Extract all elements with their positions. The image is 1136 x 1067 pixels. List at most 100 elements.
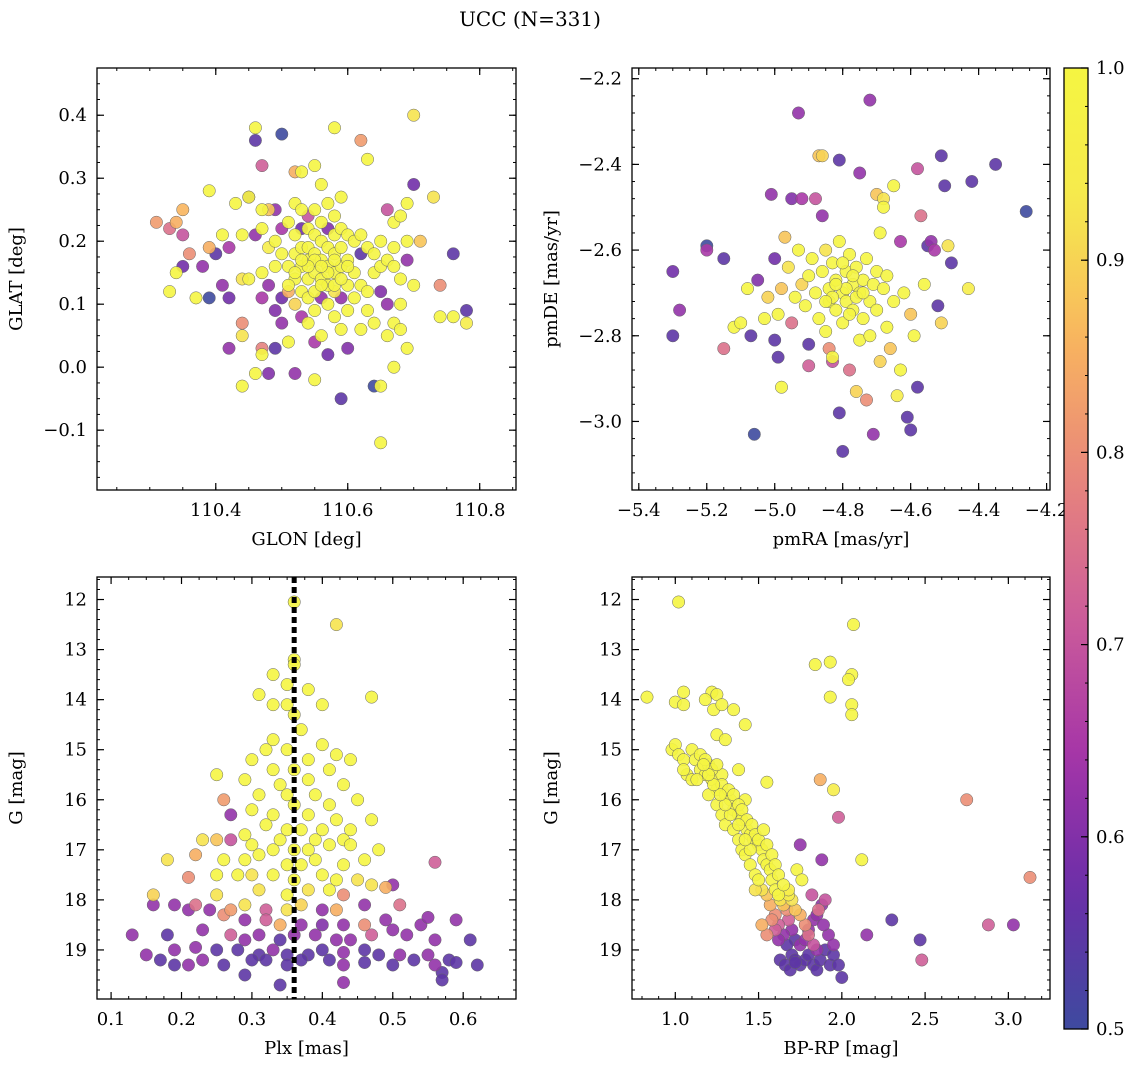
- data-point: [400, 196, 414, 210]
- proper-motion-panel: −5.4 −5.2 −5.0 −4.8 −4.6 −4.4 −4.2 −3.0 −2.8 −2.6…: [541, 67, 1068, 550]
- data-point: [146, 888, 160, 902]
- data-point: [856, 312, 870, 326]
- data-point: [268, 304, 282, 317]
- axes-frame: [96, 576, 517, 1000]
- data-point: [281, 278, 295, 292]
- data-point: [329, 813, 343, 827]
- data-point: [295, 253, 309, 267]
- scatter-points: [640, 595, 1037, 984]
- data-point: [288, 266, 302, 280]
- y-tick-label: −2.2: [578, 69, 622, 90]
- data-point: [435, 973, 449, 987]
- data-point: [224, 903, 238, 917]
- data-point: [252, 928, 266, 942]
- y-tick-label: −2.8: [578, 326, 622, 347]
- x-tick-label: 110.6: [322, 500, 374, 521]
- data-point: [245, 953, 259, 967]
- y-tick-label: 15: [599, 740, 622, 761]
- x-tick-label: 0.6: [449, 1009, 478, 1030]
- data-point: [938, 179, 952, 193]
- data-point: [334, 272, 348, 286]
- data-point: [328, 209, 341, 223]
- data-point: [315, 943, 329, 957]
- data-point: [367, 247, 381, 261]
- data-point: [235, 316, 249, 330]
- data-point: [354, 322, 368, 336]
- data-point: [280, 888, 294, 902]
- data-point: [374, 436, 388, 450]
- data-point: [394, 272, 407, 286]
- data-point: [238, 853, 252, 867]
- x-tick-label: 2.0: [828, 1009, 857, 1030]
- data-point: [328, 121, 341, 135]
- data-point: [732, 818, 746, 832]
- data-point: [380, 329, 394, 343]
- data-point: [829, 277, 843, 291]
- data-point: [222, 241, 236, 254]
- data-point: [778, 230, 792, 244]
- data-point: [812, 903, 825, 917]
- data-point: [341, 341, 355, 355]
- data-point: [836, 256, 850, 270]
- data-point: [266, 943, 280, 957]
- data-point: [873, 226, 887, 240]
- data-point: [321, 348, 335, 362]
- data-point: [255, 348, 269, 362]
- data-point: [322, 838, 336, 852]
- data-point: [262, 278, 276, 292]
- data-point: [734, 316, 748, 330]
- data-point: [315, 698, 329, 712]
- data-point: [741, 282, 754, 296]
- data-point: [860, 252, 873, 266]
- data-point: [785, 316, 799, 330]
- data-point: [460, 304, 473, 317]
- data-point: [808, 658, 822, 672]
- data-point: [280, 698, 294, 712]
- colorbar-tick-label: 0.9: [1096, 250, 1125, 271]
- data-point: [367, 316, 381, 330]
- data-point: [890, 389, 904, 403]
- y-tick-label: −3.0: [578, 411, 622, 432]
- y-tick-label: 0.3: [58, 168, 87, 189]
- data-point: [308, 928, 322, 942]
- data-point: [393, 948, 407, 962]
- data-point: [365, 690, 379, 704]
- data-point: [407, 278, 421, 292]
- x-tick-label: 0.3: [238, 1009, 267, 1030]
- data-point: [337, 888, 350, 902]
- data-point: [266, 868, 280, 882]
- y-tick-label: −2.6: [578, 240, 622, 261]
- data-point: [344, 753, 357, 767]
- data-point: [413, 234, 427, 248]
- data-point: [275, 247, 289, 261]
- data-point: [273, 978, 287, 992]
- scatter-points: [666, 93, 1033, 458]
- data-point: [421, 948, 435, 962]
- data-point: [329, 618, 343, 632]
- data-point: [314, 178, 328, 191]
- data-point: [761, 290, 775, 304]
- data-point: [863, 93, 877, 107]
- data-point: [827, 783, 840, 797]
- data-point: [885, 913, 899, 927]
- data-point: [315, 823, 329, 837]
- data-point: [379, 913, 393, 927]
- data-point: [255, 291, 269, 305]
- data-point: [781, 260, 795, 274]
- data-point: [768, 252, 782, 266]
- data-point: [182, 870, 195, 884]
- data-point: [189, 940, 203, 954]
- data-point: [887, 179, 901, 193]
- data-point: [832, 406, 846, 420]
- data-point: [819, 325, 833, 338]
- data-point: [189, 848, 203, 862]
- data-point: [238, 933, 252, 947]
- data-point: [215, 228, 229, 242]
- y-axis-label: GLAT [deg]: [6, 227, 27, 331]
- data-point: [354, 228, 368, 242]
- data-point: [815, 209, 829, 223]
- data-point: [449, 913, 463, 927]
- data-point: [215, 278, 229, 292]
- data-point: [931, 299, 945, 313]
- data-point: [334, 322, 348, 336]
